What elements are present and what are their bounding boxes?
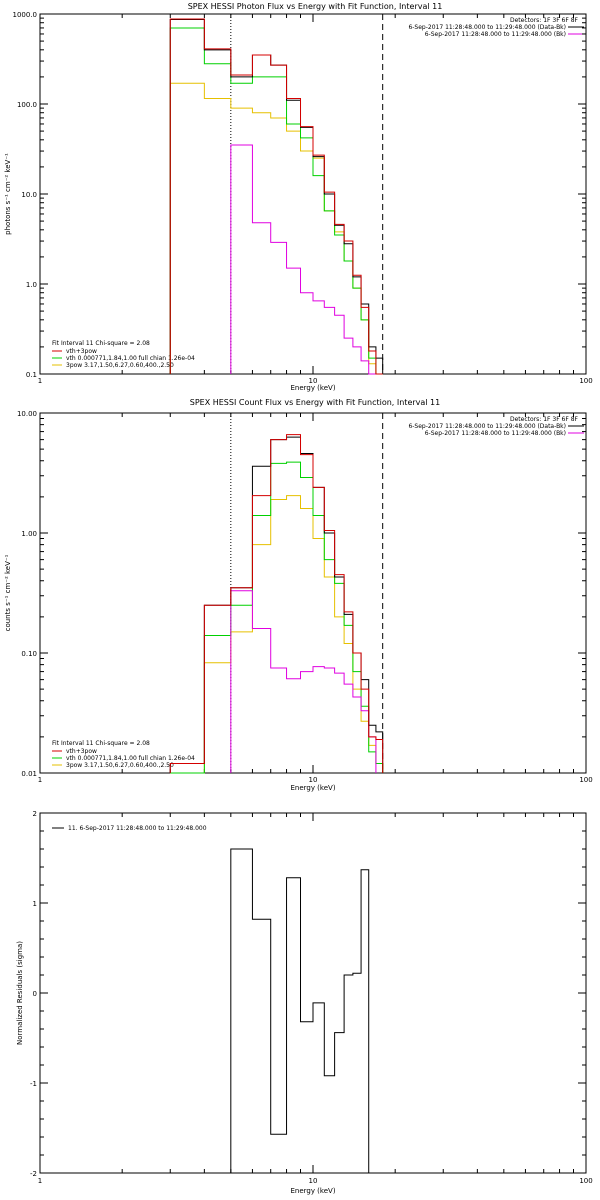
series-bk-line: [230, 590, 377, 773]
series-total-line: [169, 434, 384, 773]
residuals-plot-area: [39, 812, 586, 1174]
y-axis-label: photons s⁻¹ cm⁻² keV⁻¹: [4, 153, 12, 235]
y-tick-labels: -2 -1 0 1 2: [30, 810, 37, 1178]
fit-total-label: vth+3pow: [66, 748, 97, 755]
y-tick-label: 10.0: [21, 191, 37, 199]
x-tick-label: 10: [309, 377, 318, 385]
count-flux-panel: SPEX HESSI Count Flux vs Energy with Fit…: [4, 398, 593, 792]
x-tick-label: 100: [579, 776, 592, 784]
x-axis-label: Energy (keV): [290, 1187, 335, 1195]
y-tick-label: -2: [30, 1170, 37, 1178]
series-data-line: [169, 18, 384, 374]
series-bk-line: [230, 144, 376, 375]
panel-title: SPEX HESSI Count Flux vs Energy with Fit…: [190, 398, 441, 407]
detectors-text: Detectors: 1F 3F 6F 8F: [510, 416, 579, 423]
residuals-panel: Normalized Residuals (sigma) Energy (keV…: [16, 810, 593, 1195]
y-tick-label: 0.10: [21, 650, 37, 658]
fit-pow-label: 3pow 3.17,1.50,6.27,0.60,400.,2.50: [66, 762, 174, 769]
top-legend: Detectors: 1F 3F 6F 8F 6-Sep-2017 11:28:…: [408, 17, 584, 38]
top-legend: Detectors: 1F 3F 6F 8F 6-Sep-2017 11:28:…: [408, 416, 584, 437]
x-tick-label: 100: [579, 1177, 592, 1185]
fit-header: Fit Interval 11 Chi-square = 2.08: [52, 340, 150, 347]
y-tick-label: 1: [33, 900, 37, 908]
panel-title: SPEX HESSI Photon Flux vs Energy with Fi…: [188, 2, 443, 11]
fit-total-label: vth+3pow: [66, 348, 97, 355]
photon-flux-plot-area: [39, 14, 586, 375]
x-tick-labels: 1 10 100: [38, 1177, 593, 1185]
x-axis-label: Energy (keV): [290, 784, 335, 792]
y-axis-label: Normalized Residuals (sigma): [16, 941, 24, 1045]
residual-step-line: [230, 848, 370, 1173]
x-tick-label: 1: [38, 377, 42, 385]
x-tick-label: 10: [309, 1177, 318, 1185]
y-tick-label: 0.1: [26, 371, 37, 379]
fit-legend: Fit Interval 11 Chi-square = 2.08 vth+3p…: [52, 740, 195, 769]
series-pow-line: [170, 495, 384, 774]
detectors-text: Detectors: 1F 3F 6F 8F: [510, 17, 579, 24]
x-tick-label: 1: [38, 1177, 42, 1185]
x-tick-label: 10: [309, 776, 318, 784]
fit-legend: Fit Interval 11 Chi-square = 2.08 vth+3p…: [52, 340, 195, 369]
y-tick-labels: 0.01 0.10 1.00 10.00: [17, 410, 37, 778]
y-tick-label: 100.0: [17, 101, 37, 109]
residual-legend: 11. 6-Sep-2017 11:28:48.000 to 11:29:48.…: [52, 825, 207, 832]
x-tick-label: 100: [579, 377, 592, 385]
legend-data-bk: 6-Sep-2017 11:28:48.000 to 11:29:48.000 …: [408, 423, 566, 430]
y-tick-label: 1.00: [21, 530, 37, 538]
x-axis-label: Energy (keV): [290, 384, 335, 392]
y-tick-label: 10.00: [17, 410, 37, 418]
residual-legend-text: 11. 6-Sep-2017 11:28:48.000 to 11:29:48.…: [68, 825, 207, 832]
count-flux-plot-area: [39, 413, 586, 774]
series-vth-line: [170, 461, 384, 774]
fit-vth-label: vth 0.000771,1.84,1.00 full chian 1.26e-…: [66, 355, 195, 362]
fit-header: Fit Interval 11 Chi-square = 2.08: [52, 740, 150, 747]
fit-pow-label: 3pow 3.17,1.50,6.27,0.60,400.,2.50: [66, 362, 174, 369]
y-tick-label: 2: [33, 810, 37, 818]
x-tick-labels: 1 10 100: [38, 377, 593, 385]
legend-bk: 6-Sep-2017 11:28:48.000 to 11:29:48.000 …: [425, 31, 566, 38]
y-tick-label: 0: [33, 990, 37, 998]
series-total-line: [169, 18, 383, 375]
series-vth-line: [169, 27, 383, 375]
y-axis-label: counts s⁻¹ cm⁻² keV⁻¹: [4, 554, 12, 631]
fit-vth-label: vth 0.000771,1.84,1.00 full chian 1.26e-…: [66, 755, 195, 762]
series-pow-line: [169, 82, 383, 375]
x-tick-label: 1: [38, 776, 42, 784]
plot-frame: [39, 13, 587, 375]
legend-data-bk: 6-Sep-2017 11:28:48.000 to 11:29:48.000 …: [408, 24, 566, 31]
y-tick-labels: 0.1 1.0 10.0 100.0 1000.0: [13, 11, 38, 379]
series-data-line: [169, 436, 384, 773]
y-tick-label: 0.01: [21, 770, 37, 778]
plot-frame: [39, 812, 587, 1174]
y-tick-label: 1000.0: [13, 11, 38, 19]
y-tick-label: -1: [30, 1080, 37, 1088]
y-tick-label: 1.0: [26, 281, 37, 289]
legend-bk: 6-Sep-2017 11:28:48.000 to 11:29:48.000 …: [425, 430, 566, 437]
x-tick-labels: 1 10 100: [38, 776, 593, 784]
photon-flux-panel: SPEX HESSI Photon Flux vs Energy with Fi…: [4, 2, 593, 392]
